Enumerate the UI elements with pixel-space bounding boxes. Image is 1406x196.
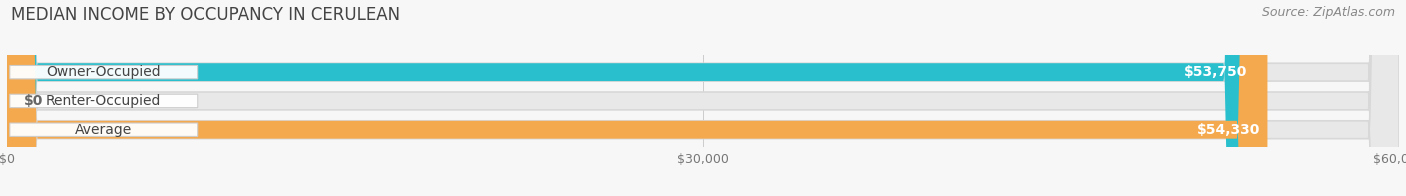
FancyBboxPatch shape <box>7 0 1399 196</box>
Text: $53,750: $53,750 <box>1184 65 1247 79</box>
FancyBboxPatch shape <box>10 123 198 136</box>
Text: Renter-Occupied: Renter-Occupied <box>46 94 162 108</box>
Text: $54,330: $54,330 <box>1197 123 1260 137</box>
Text: $0: $0 <box>24 94 44 108</box>
FancyBboxPatch shape <box>7 0 1399 196</box>
FancyBboxPatch shape <box>7 0 1267 196</box>
Text: Source: ZipAtlas.com: Source: ZipAtlas.com <box>1261 6 1395 19</box>
FancyBboxPatch shape <box>7 0 1254 196</box>
FancyBboxPatch shape <box>7 0 1399 196</box>
FancyBboxPatch shape <box>10 65 198 79</box>
FancyBboxPatch shape <box>10 94 198 108</box>
Text: Owner-Occupied: Owner-Occupied <box>46 65 162 79</box>
Text: Average: Average <box>75 123 132 137</box>
Text: MEDIAN INCOME BY OCCUPANCY IN CERULEAN: MEDIAN INCOME BY OCCUPANCY IN CERULEAN <box>11 6 401 24</box>
